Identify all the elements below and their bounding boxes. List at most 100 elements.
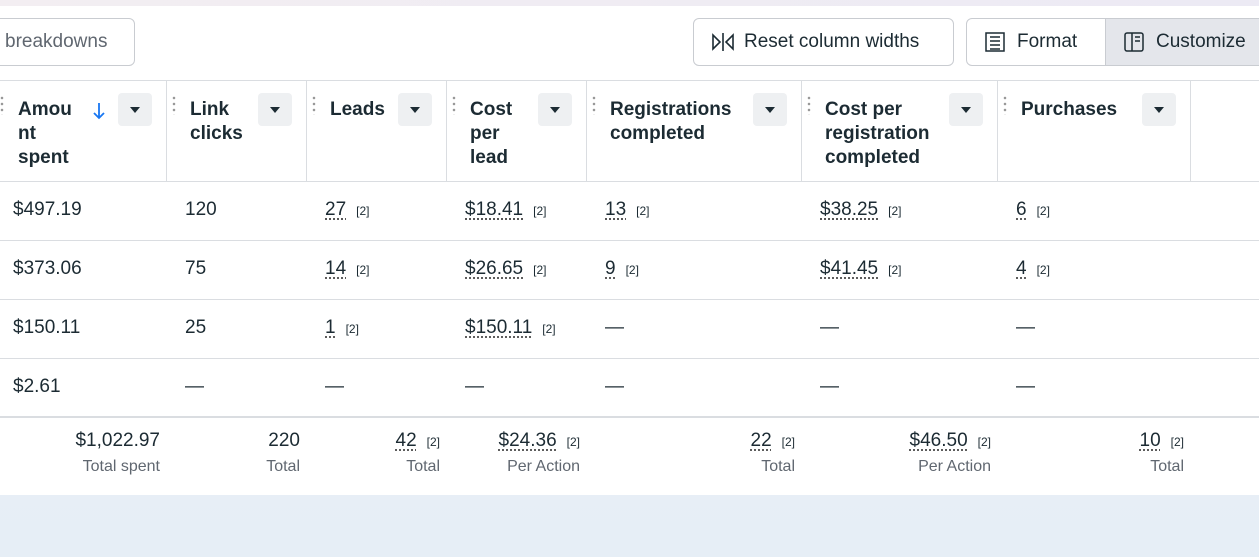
- column-header[interactable]: Leads: [307, 81, 447, 181]
- customize-button[interactable]: Customize: [1105, 18, 1259, 66]
- caret: [550, 107, 560, 113]
- totals-border: [0, 416, 1259, 418]
- cell-value: 25: [185, 317, 207, 338]
- footnote-ref: [2]: [888, 263, 902, 277]
- table-cell: 25: [185, 317, 206, 339]
- cell-value: 4: [1016, 258, 1027, 279]
- table-cell: 6 [2]: [1016, 199, 1050, 221]
- cell-value: $41.45: [820, 258, 879, 279]
- cell-value: $26.65: [465, 258, 524, 279]
- table-cell: $38.25 [2]: [820, 199, 901, 221]
- total-number: 42: [395, 430, 417, 451]
- table-cell: —: [185, 376, 204, 398]
- header-label: Leads: [330, 99, 385, 120]
- table-cell: 1 [2]: [325, 317, 359, 339]
- footnote-ref: [2]: [1036, 263, 1050, 277]
- sort-dropdown[interactable]: [949, 93, 983, 126]
- format-button[interactable]: Format: [966, 18, 1106, 66]
- sort-arrow: [93, 103, 105, 120]
- caret: [410, 107, 420, 113]
- table-cell: —: [325, 376, 344, 398]
- drag-handle: [1003, 95, 1007, 115]
- table-cell: 75: [185, 258, 206, 280]
- cell-value: —: [820, 317, 839, 338]
- cell-value: $38.25: [820, 199, 879, 220]
- header-border: [0, 181, 1259, 182]
- column-header[interactable]: Purchases: [998, 81, 1191, 181]
- total-cell: $46.50 [2] Per Action: [910, 430, 991, 476]
- total-cell: $1,022.97 Total spent: [75, 430, 160, 476]
- header-label: Registrations completed: [610, 99, 732, 144]
- table-cell: 120: [185, 199, 217, 221]
- total-value: 220: [266, 430, 300, 452]
- breakdowns-button[interactable]: breakdowns: [0, 18, 135, 66]
- total-cell: 220 Total: [266, 430, 300, 476]
- icon: [985, 32, 1005, 52]
- header-label: Amount spent: [18, 99, 72, 168]
- total-value: 42 [2]: [396, 430, 440, 452]
- footnote-ref: [2]: [533, 204, 547, 218]
- caret: [961, 107, 971, 113]
- sort-dropdown[interactable]: [1142, 93, 1176, 126]
- column-header[interactable]: Cost per lead: [447, 81, 587, 181]
- icon: [712, 33, 734, 51]
- row-border: [0, 240, 1259, 241]
- column-header[interactable]: Amount spent: [0, 81, 167, 181]
- sort-dropdown[interactable]: [258, 93, 292, 126]
- total-value: $1,022.97: [75, 430, 160, 452]
- cell-value: —: [185, 376, 204, 397]
- sort-dropdown[interactable]: [398, 93, 432, 126]
- table-cell: 4 [2]: [1016, 258, 1050, 280]
- cell-value: 75: [185, 258, 207, 279]
- total-cell: $24.36 [2] Per Action: [499, 430, 580, 476]
- table-cell: $2.61: [13, 376, 61, 398]
- caret: [765, 107, 775, 113]
- sort-dropdown[interactable]: [538, 93, 572, 126]
- header-label: Cost per lead: [470, 99, 513, 168]
- cell-value: —: [325, 376, 344, 397]
- column-header[interactable]: Registrations completed: [587, 81, 802, 181]
- column-header[interactable]: Cost per registration completed: [802, 81, 998, 181]
- footnote-ref: [2]: [533, 263, 547, 277]
- caret: [270, 107, 280, 113]
- footnote-ref: [2]: [1170, 435, 1184, 449]
- footnote-ref: [2]: [888, 204, 902, 218]
- table-cell: —: [820, 317, 839, 339]
- footnote-ref: [2]: [345, 322, 359, 336]
- footnote-ref: [2]: [542, 322, 556, 336]
- table-cell: 27 [2]: [325, 199, 369, 221]
- row-border: [0, 299, 1259, 300]
- cell-value: $2.61: [13, 376, 61, 397]
- total-label: Total: [761, 458, 795, 475]
- table-cell: —: [820, 376, 839, 398]
- footnote-ref: [2]: [1036, 204, 1050, 218]
- total-label: Total: [266, 458, 300, 475]
- table-cell: $26.65 [2]: [465, 258, 546, 280]
- header-label: Purchases: [1021, 99, 1118, 120]
- drag-handle: [312, 95, 316, 115]
- total-number: 10: [1139, 430, 1161, 451]
- table-cell: $41.45 [2]: [820, 258, 901, 280]
- footnote-ref: [2]: [781, 435, 795, 449]
- footnote-ref: [2]: [636, 204, 650, 218]
- cell-value: —: [605, 317, 624, 338]
- table-cell: —: [1016, 317, 1035, 339]
- reset-button[interactable]: Reset column widths: [693, 18, 954, 66]
- table-cell: —: [605, 317, 624, 339]
- column-header[interactable]: Link clicks: [167, 81, 307, 181]
- drag-handle: [807, 95, 811, 115]
- table-cell: 14 [2]: [325, 258, 369, 280]
- table-cell: $18.41 [2]: [465, 199, 546, 221]
- sort-dropdown[interactable]: [118, 93, 152, 126]
- total-number: $46.50: [909, 430, 968, 451]
- drag-handle: [172, 95, 176, 115]
- cell-value: —: [605, 376, 624, 397]
- cell-value: $150.11: [13, 317, 81, 338]
- total-label: Per Action: [507, 458, 580, 475]
- total-number: $24.36: [498, 430, 557, 451]
- footnote-ref: [2]: [566, 435, 580, 449]
- sort-dropdown[interactable]: [753, 93, 787, 126]
- icon: [1124, 32, 1144, 52]
- table-cell: $150.11 [2]: [465, 317, 556, 339]
